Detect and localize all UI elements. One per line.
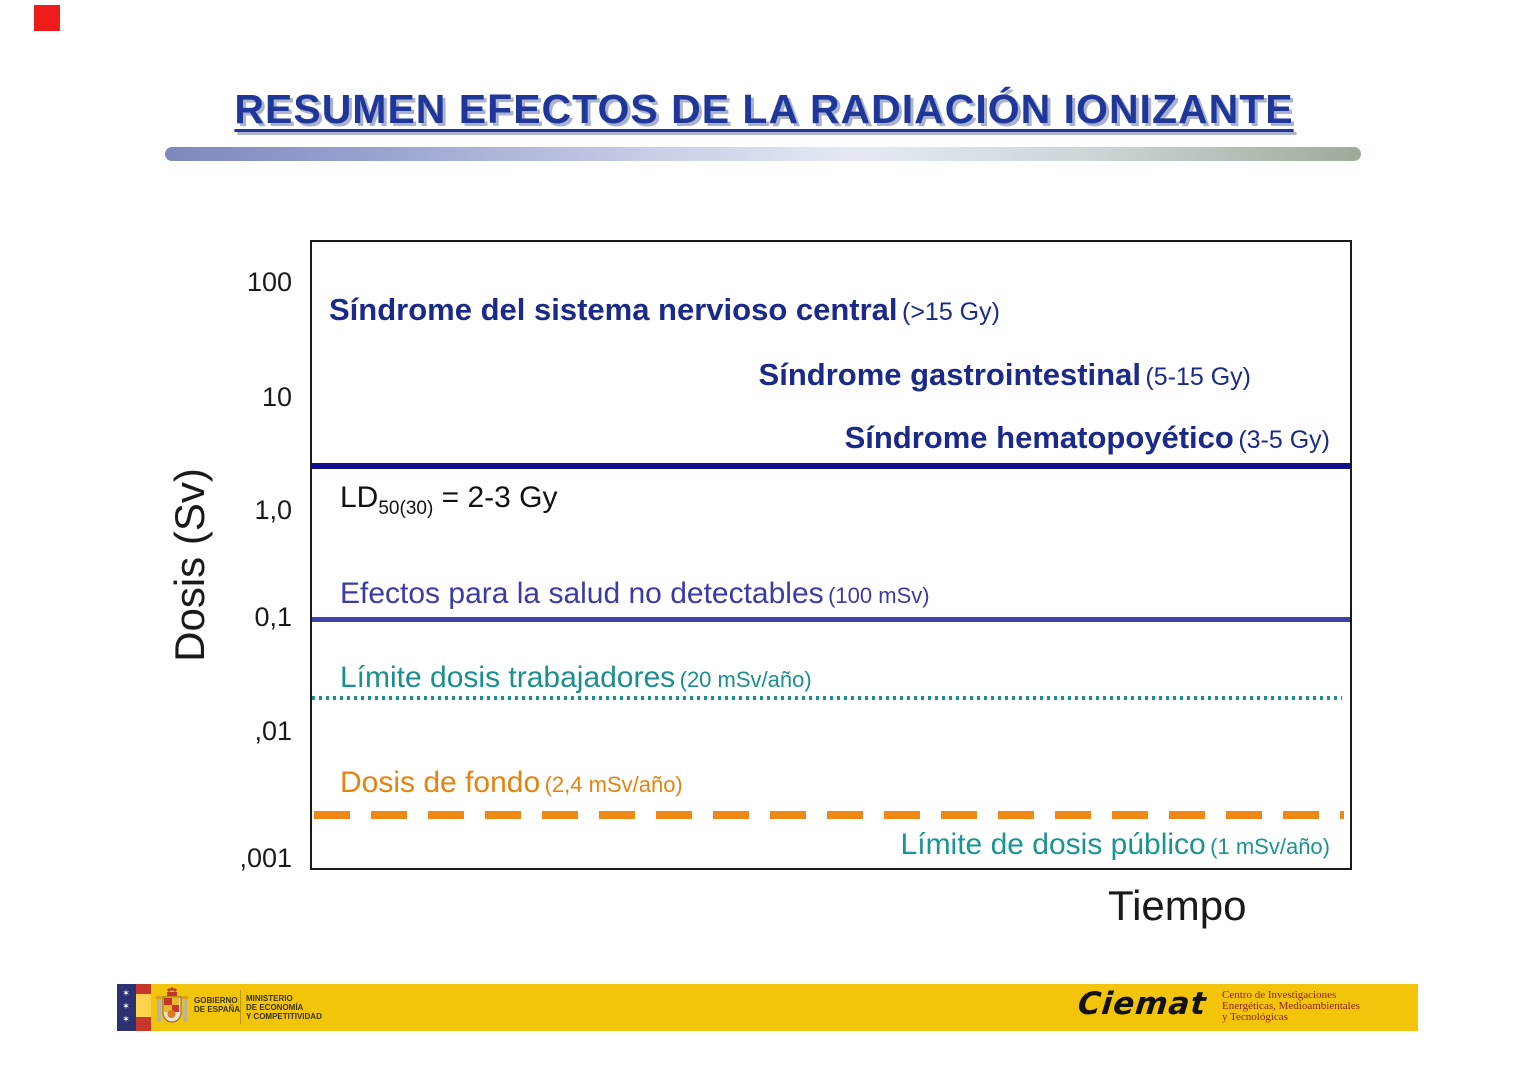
ytick-10: 10 <box>261 382 292 412</box>
footer-separator <box>240 990 241 1024</box>
annotation-cns-name: Síndrome del sistema nervioso central <box>329 292 898 327</box>
gov-logo-navy-block: ✶ ✶ ✶ <box>117 984 136 1031</box>
worker-dose-limit-label: Límite dosis trabajadores <box>340 661 676 694</box>
threshold-line-ld50 <box>312 463 1350 469</box>
footer-bar: ✶ ✶ ✶ <box>117 984 1418 1031</box>
threshold-line-workers-dotted <box>312 696 1342 700</box>
ciemat-desc-line3: y Tecnológicas <box>1222 1011 1288 1023</box>
title-divider-bar <box>165 147 1361 161</box>
background-dose-note: (2,4 mSv/año) <box>544 772 683 797</box>
chart-frame: Síndrome del sistema nervioso central (>… <box>310 240 1352 870</box>
star-icon: ✶ <box>122 1001 130 1011</box>
ministerio-line3: Y COMPETITIVIDAD <box>246 1012 322 1021</box>
gobierno-label: GOBIERNO DE ESPAÑA <box>194 996 240 1014</box>
annotation-hemato-syndrome: Síndrome hematopoyético (3-5 Gy) <box>845 420 1330 462</box>
annotation-no-detectable-effects: Efectos para la salud no detectables (10… <box>340 576 930 617</box>
public-dose-limit-note: (1 mSv/año) <box>1210 834 1330 859</box>
x-axis-title: Tiempo <box>1108 882 1247 929</box>
background-dose-label: Dosis de fondo <box>340 766 541 799</box>
ld50-prefix: LD <box>340 481 379 514</box>
ytick-0-01: ,01 <box>254 716 292 746</box>
annotation-gastro-range: (5-15 Gy) <box>1145 363 1251 391</box>
ytick-1: 1,0 <box>254 495 292 525</box>
corner-marker <box>34 5 60 31</box>
y-axis-title: Dosis (Sv) <box>166 468 213 662</box>
annotation-background-dose: Dosis de fondo (2,4 mSv/año) <box>340 765 683 806</box>
ciemat-desc-line1: Centro de Investigaciones <box>1222 989 1337 1001</box>
annotation-hemato-name: Síndrome hematopoyético <box>844 420 1234 455</box>
threshold-line-background-dashed <box>314 811 1344 819</box>
public-dose-limit-label: Límite de dosis público <box>900 828 1206 861</box>
annotation-gastro-syndrome: Síndrome gastrointestinal (5-15 Gy) <box>759 357 1251 399</box>
annotation-ld50: LD50(30) = 2-3 Gy <box>340 480 558 527</box>
ciemat-logo: Ciemat <box>1076 986 1209 1022</box>
no-detectable-effects-label: Efectos para la salud no detectables <box>340 577 824 610</box>
ytick-0-001: ,001 <box>239 843 292 873</box>
annotation-gastro-name: Síndrome gastrointestinal <box>758 357 1141 392</box>
ld50-subscript: 50(30) <box>378 498 434 519</box>
annotation-hemato-range: (3-5 Gy) <box>1238 426 1330 454</box>
annotation-cns-range: (>15 Gy) <box>902 298 1000 326</box>
gobierno-line2: DE ESPAÑA <box>194 1005 241 1014</box>
ciemat-desc-line2: Energéticas, Medioambientales <box>1222 1000 1360 1012</box>
coat-of-arms-icon <box>154 986 190 1034</box>
gobierno-line1: GOBIERNO <box>194 996 238 1005</box>
spain-flag-icon <box>136 984 151 1031</box>
ministerio-label: MINISTERIO DE ECONOMÍA Y COMPETITIVIDAD <box>246 994 322 1021</box>
star-icon: ✶ <box>122 1014 130 1024</box>
annotation-cns-syndrome: Síndrome del sistema nervioso central (>… <box>329 292 1000 334</box>
ministerio-line1: MINISTERIO <box>246 994 293 1003</box>
page-title: RESUMEN EFECTOS DE LA RADIACIÓN IONIZANT… <box>234 86 1294 132</box>
star-icon: ✶ <box>122 988 130 998</box>
no-detectable-effects-note: (100 mSv) <box>828 583 930 608</box>
ld50-suffix: = 2-3 Gy <box>433 481 558 514</box>
worker-dose-limit-note: (20 mSv/año) <box>679 667 812 692</box>
threshold-line-100msv <box>312 617 1350 622</box>
ytick-100: 100 <box>246 267 292 297</box>
annotation-worker-dose-limit: Límite dosis trabajadores (20 mSv/año) <box>340 660 812 701</box>
ministerio-line2: DE ECONOMÍA <box>246 1003 304 1012</box>
annotation-public-dose-limit: Límite de dosis público (1 mSv/año) <box>901 827 1330 868</box>
ciemat-description: Centro de Investigaciones Energéticas, M… <box>1222 990 1360 1023</box>
ytick-0-1: 0,1 <box>254 602 292 632</box>
